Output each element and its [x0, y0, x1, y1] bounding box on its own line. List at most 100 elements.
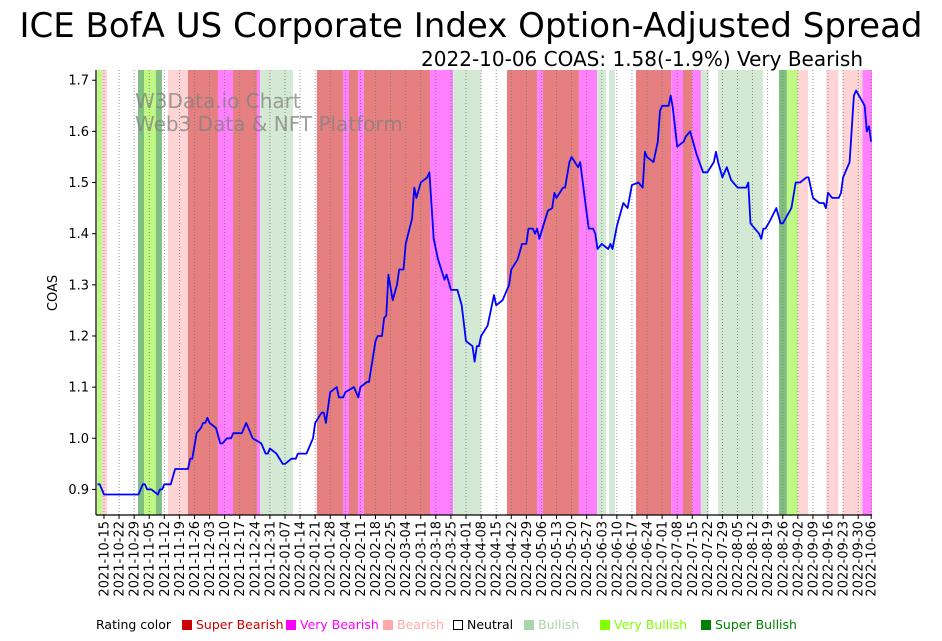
x-tick-label: 2022-08-12 — [746, 521, 761, 597]
rating-band-super-bullish — [138, 70, 145, 515]
x-tick-label: 2021-12-31 — [263, 521, 278, 597]
gridlines — [103, 70, 872, 515]
rating-band-very-bearish — [430, 70, 454, 515]
chart-title: ICE BofA US Corporate Index Option-Adjus… — [20, 6, 923, 46]
x-tick-label: 2022-08-19 — [761, 521, 776, 597]
legend-label: Bullish — [538, 617, 580, 632]
x-tick-label: 2022-09-02 — [791, 521, 806, 597]
x-tick-label: 2022-07-08 — [671, 521, 686, 597]
x-tick-label: 2022-03-04 — [399, 521, 414, 597]
y-tick-label: 1.6 — [68, 125, 89, 140]
rating-band-very-bearish — [358, 70, 364, 515]
x-tick-label: 2022-09-16 — [822, 521, 837, 597]
axes: 2021-10-15 2021-10-22 2021-10-29 2021-11-05… — [68, 70, 880, 597]
x-tick-label: 2022-05-06 — [535, 521, 550, 597]
legend-swatch — [600, 619, 610, 630]
x-tick-label: 2022-07-01 — [656, 521, 671, 597]
x-tick-label: 2022-05-13 — [550, 521, 565, 597]
y-axis-label: COAS — [46, 275, 61, 311]
x-tick-label: 2022-08-05 — [731, 521, 746, 597]
rating-band-very-bullish — [97, 70, 103, 515]
x-tick-label: 2021-10-29 — [128, 521, 143, 597]
y-tick-label: 1.0 — [68, 432, 89, 447]
legend-item-super-bullish: Super Bullish — [701, 617, 797, 632]
rating-band-bearish — [797, 70, 808, 515]
rating-band-super-bearish — [233, 70, 257, 515]
legend-swatch — [286, 619, 296, 630]
rating-band-super-bearish — [188, 70, 218, 515]
rating-band-bullish — [718, 70, 763, 515]
rating-band-very-bearish — [537, 70, 543, 515]
coas-series-line — [97, 89, 872, 496]
x-tick-label: 2022-05-27 — [580, 521, 595, 597]
x-tick-label: 2021-11-05 — [143, 521, 158, 597]
y-tick-label: 1.5 — [68, 176, 89, 191]
x-tick-label: 2021-11-26 — [188, 521, 203, 597]
x-tick-label: 2021-10-15 — [97, 521, 112, 597]
y-tick-label: 0.9 — [68, 483, 89, 498]
chart-subtitle: 2022-10-06 COAS: 1.58(-1.9%) Very Bearis… — [421, 47, 863, 71]
x-tick-label: 2022-10-06 — [865, 521, 880, 597]
x-tick-label: 2021-11-12 — [158, 521, 173, 597]
x-tick-label: 2022-03-18 — [429, 521, 444, 597]
rating-band-very-bullish — [144, 70, 156, 515]
x-tick-label: 2021-12-17 — [233, 521, 248, 597]
x-tick-label: 2022-07-29 — [716, 521, 731, 597]
x-tick-label: 2022-02-25 — [384, 521, 399, 597]
rating-band-bullish — [608, 70, 615, 515]
x-tick-label: 2022-05-20 — [565, 521, 580, 597]
legend-swatch — [182, 619, 192, 630]
legend-swatch — [524, 619, 534, 630]
x-tick-label: 2022-06-24 — [641, 521, 656, 597]
legend-title: Rating color — [96, 617, 172, 632]
rating-band-bearish — [826, 70, 839, 515]
y-tick-label: 1.2 — [68, 329, 89, 344]
rating-band-bearish — [842, 70, 863, 515]
x-tick-label: 2022-04-22 — [505, 521, 520, 597]
legend-label: Super Bearish — [196, 617, 284, 632]
x-tick-label: 2022-03-11 — [414, 521, 429, 597]
x-tick-label: 2021-10-22 — [113, 521, 128, 597]
x-tick-label: 2022-04-01 — [460, 521, 475, 597]
watermark-line-1: W3Data.io Chart — [135, 89, 301, 113]
x-tick-label: 2022-03-25 — [444, 521, 459, 597]
y-tick-label: 1.7 — [68, 74, 89, 89]
x-tick-label: 2022-01-28 — [324, 521, 339, 597]
legend-label: Neutral — [467, 617, 514, 632]
rating-band-bearish — [167, 70, 189, 515]
x-tick-label: 2021-12-03 — [203, 521, 218, 597]
rating-band-super-bearish — [683, 70, 693, 515]
rating-band-super-bearish — [506, 70, 538, 515]
rating-band-super-bearish — [636, 70, 672, 515]
x-tick-label: 2022-09-09 — [806, 521, 821, 597]
x-tick-label: 2022-09-30 — [852, 521, 867, 597]
x-tick-label: 2022-07-22 — [701, 521, 716, 597]
x-tick-label: 2022-08-26 — [776, 521, 791, 597]
legend-item-super-bearish: Super Bearish — [182, 617, 284, 632]
x-tick-label: 2021-12-24 — [248, 521, 263, 597]
x-tick-label: 2022-01-07 — [278, 521, 293, 597]
legend-item-very-bearish: Very Bearish — [286, 617, 379, 632]
y-tick-label: 1.4 — [68, 227, 89, 242]
rating-band-super-bullish — [155, 70, 162, 515]
legend-swatch — [453, 619, 463, 630]
legend-item-bearish: Bearish — [383, 617, 444, 632]
rating-band-very-bearish — [342, 70, 349, 515]
x-tick-label: 2022-06-10 — [610, 521, 625, 597]
y-tick-label: 1.3 — [68, 278, 89, 293]
x-tick-label: 2021-11-19 — [173, 521, 188, 597]
legend-swatch — [701, 619, 711, 630]
rating-band-bullish — [700, 70, 709, 515]
rating-band-super-bearish — [542, 70, 579, 515]
x-tick-label: 2022-04-15 — [490, 521, 505, 597]
series-line — [97, 89, 872, 496]
rating-band-bearish — [102, 70, 107, 515]
legend-label: Bearish — [397, 617, 444, 632]
legend-label: Very Bearish — [300, 617, 379, 632]
rating-band-super-bearish — [363, 70, 431, 515]
rating-band-bullish — [259, 70, 293, 515]
x-tick-label: 2022-06-03 — [595, 521, 610, 597]
x-tick-label: 2022-02-18 — [369, 521, 384, 597]
rating-band-very-bearish — [217, 70, 234, 515]
